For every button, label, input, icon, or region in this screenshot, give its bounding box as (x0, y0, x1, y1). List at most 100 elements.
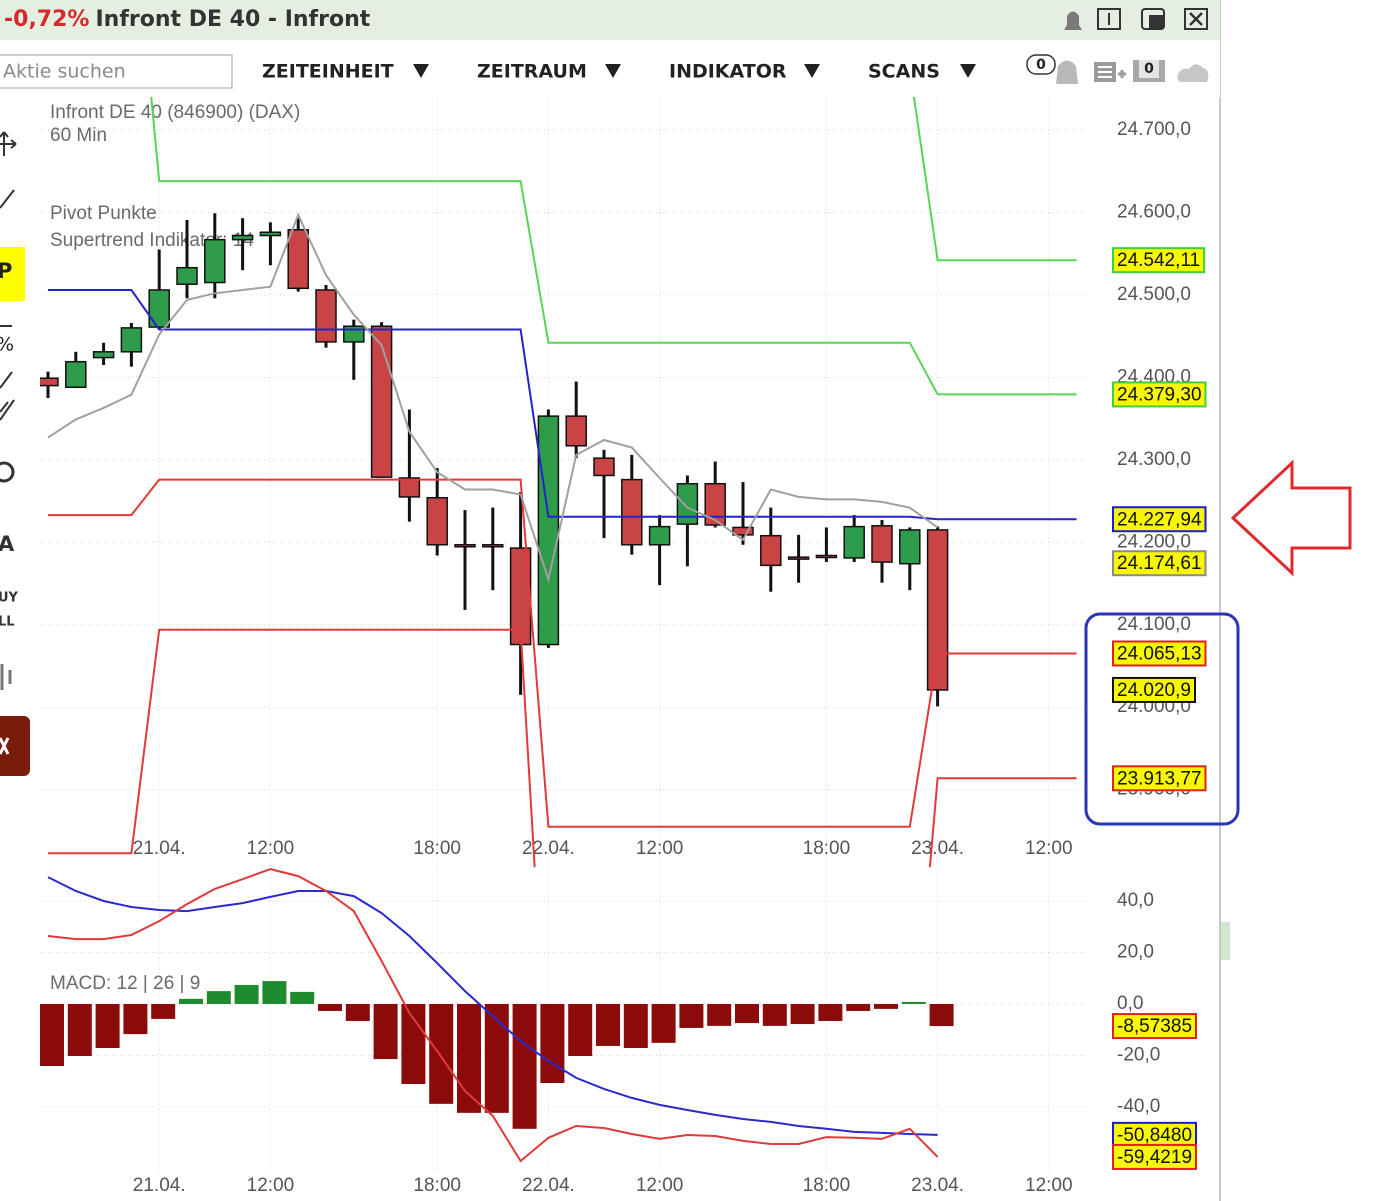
sound-tool[interactable] (0, 664, 12, 690)
macd-bar (95, 1003, 120, 1048)
bell-icon (1064, 11, 1082, 30)
macd-bar (818, 1003, 843, 1021)
candle-body (65, 360, 87, 389)
price-label-box (1112, 1013, 1197, 1040)
circle-tool[interactable] (0, 461, 15, 483)
macd-bar (707, 1003, 732, 1026)
macd-bar (206, 991, 231, 1004)
y-tick-label: -40,0 (1117, 1096, 1160, 1117)
price-label: 24.174,61 (1117, 553, 1202, 574)
menu-item[interactable]: ZEITEINHEIT (262, 61, 394, 83)
tool-label[interactable]: A (0, 532, 15, 556)
candle-body (40, 377, 59, 387)
close-glyph (1189, 12, 1203, 26)
y-tick-label: 24.100,0 (1117, 614, 1191, 635)
change: -0,72% (4, 7, 89, 32)
side-toolbar: P % A UY LL (0, 131, 30, 776)
annotation-box (1084, 612, 1240, 826)
x-tick-label: 12:00 (636, 838, 684, 859)
alert-badge[interactable] (1026, 54, 1056, 75)
price-label-box (1112, 676, 1196, 703)
candle-body (148, 289, 170, 328)
tool-label[interactable]: UY (0, 591, 19, 606)
macd-bar (735, 1003, 759, 1024)
menu-item[interactable]: SCANS (868, 61, 940, 83)
macd-bar (151, 1003, 176, 1019)
candle-body (899, 529, 921, 565)
candle-body (315, 289, 337, 343)
x-tick-label: 23.04. (911, 1175, 964, 1196)
price-labels: 24.542,11 24.379,30 24.227,94 24.174,61 24.0… (1112, 247, 1207, 1170)
macd-line (47, 868, 939, 1163)
price-plot (40, 97, 1077, 867)
price-label: -50,8480 (1117, 1125, 1192, 1146)
macd-bar (67, 1003, 92, 1056)
legend-label: Supertrend Indikator: 14 (50, 230, 254, 251)
macd-bar (512, 1003, 537, 1129)
price-label-box (1112, 381, 1207, 408)
y-tick-label: 0,0 (1117, 993, 1143, 1014)
price-label: -59,4219 (1117, 1147, 1192, 1168)
macd-bar (540, 1003, 565, 1084)
macd-bar (373, 1003, 398, 1060)
alerts-icon[interactable] (1056, 60, 1078, 85)
menu-item[interactable]: ZEITRAUM (477, 61, 587, 83)
bell-button[interactable] (1064, 11, 1082, 31)
candle-body (120, 327, 143, 353)
trend-line (47, 212, 939, 584)
menu-arrow[interactable] (605, 64, 621, 78)
indicator-title: MACD: 12 | 26 | 9 (50, 973, 200, 994)
candle-body (287, 229, 309, 290)
price-label-box (1112, 247, 1206, 274)
pivot-tool[interactable] (0, 247, 25, 301)
price-label: 24.065,13 (1117, 644, 1202, 665)
line-tool[interactable] (0, 189, 15, 209)
tool-label: P (0, 259, 12, 283)
detach-button[interactable] (1097, 8, 1121, 30)
candle-body (926, 529, 949, 691)
macd-bar (179, 998, 203, 1004)
list-button[interactable] (1094, 62, 1126, 82)
search-box[interactable] (0, 54, 233, 89)
alert-count: 0 (1036, 57, 1046, 73)
scrollbar[interactable] (1221, 922, 1230, 960)
pivot-line (912, 97, 1077, 262)
maximize-button[interactable] (1141, 8, 1165, 30)
menu-arrow[interactable] (960, 64, 976, 78)
x-tick-label: 18:00 (803, 1175, 851, 1196)
macd-bar (623, 1003, 648, 1048)
ray-tool[interactable] (0, 371, 13, 389)
candle-body (787, 556, 810, 560)
candle-body (92, 351, 115, 359)
delete-tool[interactable] (0, 716, 30, 776)
x-tick-label: 21.04. (133, 1175, 186, 1196)
macd-bar (40, 1003, 64, 1067)
candle-body (426, 497, 448, 546)
folder-count: 0 (1144, 61, 1154, 77)
candle-body (593, 457, 615, 477)
cloud-icon[interactable] (1177, 64, 1209, 82)
macd-bar (262, 981, 287, 1004)
close-button[interactable] (1184, 8, 1208, 30)
move-tool[interactable] (0, 131, 17, 156)
tool-label[interactable]: % (0, 334, 14, 356)
macd-bar (651, 1003, 676, 1043)
channel-tool[interactable] (0, 399, 15, 421)
list-glyph (1098, 66, 1112, 78)
price-label-box (1112, 506, 1207, 533)
menu-item[interactable]: INDIKATOR (669, 61, 787, 83)
menu-arrow[interactable] (413, 64, 429, 78)
macd-bar (929, 1003, 954, 1027)
macd-bar (596, 1003, 620, 1046)
tool-label[interactable]: LL (0, 615, 15, 630)
y-tick-label: 24.500,0 (1117, 284, 1191, 305)
list-plus (1118, 70, 1126, 78)
candle-body (871, 525, 893, 563)
candle-body (370, 325, 393, 478)
x-tick-label: 23.04. (911, 838, 964, 859)
macd-line (47, 876, 938, 1136)
candle-body (815, 554, 838, 559)
legend-label: Pivot Punkte (50, 203, 157, 224)
menu-arrow[interactable] (804, 64, 820, 78)
